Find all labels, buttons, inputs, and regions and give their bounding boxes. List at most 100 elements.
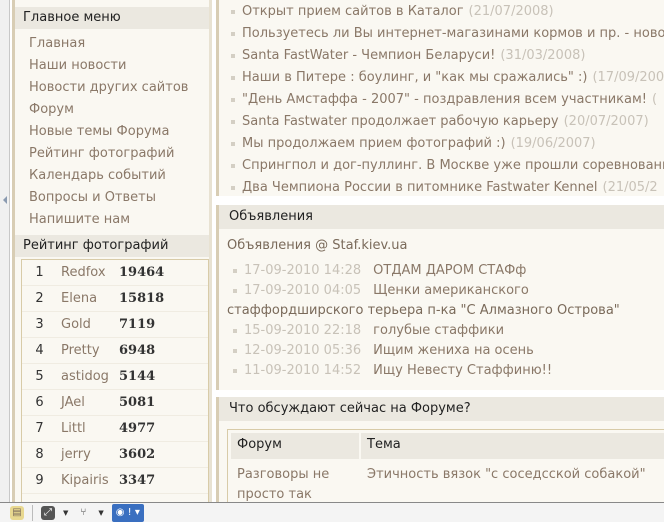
announcement-link[interactable]: ОТДАМ ДАРОМ СТАФф [373,263,527,278]
table-row: Разговоры не просто так Этичность вязок … [231,459,664,511]
announcement-date: 15-09-2010 22:18 [244,323,362,338]
menu-item-our-news[interactable]: Наши новости [29,58,127,73]
user-link[interactable]: Elena [61,291,98,306]
menu-item-other-news[interactable]: Новости других сайтов [29,80,189,95]
menu-item-new-topics[interactable]: Новые темы Форума [29,124,170,139]
main-content: Открыт прием сайтов в Каталог (21/07/2008… [216,0,664,511]
news-link[interactable]: Спрингпол и дог-пуллинг. В Москве уже пр… [242,158,664,173]
dropdown-arrow-icon[interactable]: ▼ [98,508,104,517]
announcement-link[interactable]: голубые стаффики [373,323,505,338]
menu-item-forum[interactable]: Форум [29,102,74,117]
announcement-link-continued[interactable]: стаффордширского терьера п-ка "С Алмазно… [227,303,620,318]
bullet-icon [233,288,237,293]
list-item: Два Чемпиона России в питомнике Fastwate… [219,177,664,199]
user-link[interactable]: Redfox [61,265,106,280]
news-date: (21/05/2 [602,180,658,195]
bullet-icon [233,368,237,373]
announcements-source[interactable]: Объявления @ Staf.kiev.ua [227,238,408,253]
list-item: 11-09-2010 14:52 Ищу Невесту Стаффиню!! [219,361,664,381]
user-link[interactable]: Pretty [61,343,100,358]
list-item: 15-09-2010 22:18 голубые стаффики [219,321,664,341]
news-list: Открыт прием сайтов в Каталог (21/07/2008… [216,0,664,196]
news-date: (31/03/2008) [500,48,586,63]
dropdown-arrow-icon[interactable]: ▼ [63,508,69,517]
topic-link[interactable]: Этичность вязок "с соседсской собакой" [367,467,646,482]
list-item: 17-09-2010 14:28 ОТДАМ ДАРОМ СТАФф [219,261,664,281]
sidebar: Главное меню Главная Наши новости Новост… [12,0,212,504]
announcement-date: 17-09-2010 04:05 [244,283,362,298]
rank: 9 [35,473,44,488]
announcement-link[interactable]: Щенки американского [373,283,529,298]
bullet-icon [231,185,235,190]
score: 3347 [119,473,156,488]
announcement-date: 17-09-2010 14:28 [244,263,362,278]
menu-item-contact[interactable]: Напишите нам [29,212,131,227]
news-link[interactable]: Пользуетесь ли Вы интернет-магазинами ко… [242,26,664,41]
news-link[interactable]: Два Чемпиона России в питомнике Fastwate… [242,180,598,195]
table-row: 9 Kipairis 3347 [22,468,208,494]
table-row: 1 Redfox 19464 [22,260,208,286]
announcement-link[interactable]: Ищим жениха на осень [373,343,534,358]
rating-table: 1 Redfox 19464 2 Elena 15818 3 Gold 7119 4 Pretty 6… [21,259,209,504]
forum-title: Что обсуждают сейчас на Форуме? [219,397,664,421]
collapse-arrow-icon[interactable] [3,196,7,204]
list-item: Наши в Питере : боулинг, и "как мы сража… [219,67,664,89]
list-item: 12-09-2010 05:36 Ищим жениха на осень [219,341,664,361]
user-link[interactable]: JAel [61,395,85,410]
rank: 1 [35,265,44,280]
bullet-icon [231,53,235,58]
announcements-panel: Объявления Объявления @ Staf.kiev.ua 17-… [216,205,664,390]
resize-icon[interactable]: ⤢ [41,505,55,520]
menu-item-home[interactable]: Главная [29,36,86,51]
announcement-date: 11-09-2010 14:52 [244,363,362,378]
user-link[interactable]: Littl [61,421,86,436]
list-item: "День Амстаффа - 2007" - поздравления вс… [219,89,664,111]
list-item: Открыт прием сайтов в Каталог (21/07/2008… [219,1,664,23]
news-date: (20/07/2007) [563,114,649,129]
list-item: 17-09-2010 04:05 Щенки американского [219,281,664,301]
score: 6948 [119,343,156,358]
news-link[interactable]: Мы продолжаем прием фотографий :) [242,136,506,151]
forum-name[interactable]: Разговоры не просто так [231,459,361,511]
score: 19464 [119,265,165,280]
user-link[interactable]: jerry [61,447,91,462]
news-date: ( [652,92,658,107]
news-link[interactable]: Наши в Питере : боулинг, и "как мы сража… [242,70,588,85]
menu-item-faq[interactable]: Вопросы и Ответы [29,190,157,205]
news-link[interactable]: Santa FastWater - Чемпион Беларуси! [242,48,496,63]
announcement-link[interactable]: Ищу Невесту Стаффиню!! [373,363,553,378]
user-link[interactable]: Kipairis [61,473,109,488]
rank: 8 [35,447,44,462]
list-item: Мы продолжаем прием фотографий :) (19/06/… [219,133,664,155]
col-forum: Форум [231,433,361,459]
compass-icon: ◉ ! ▾ [115,506,140,518]
menu-item-photo-rating[interactable]: Рейтинг фотографий [29,146,175,161]
table-row: 8 jerry 3602 [22,442,208,468]
user-link[interactable]: astidog [61,369,109,384]
menu-item-calendar[interactable]: Календарь событий [29,168,166,183]
fork-icon[interactable]: ⑂ [80,506,87,518]
score: 15818 [119,291,165,306]
main-menu: Главная Наши новости Новости других сайт… [15,29,209,235]
score: 7119 [119,317,156,332]
news-link[interactable]: "День Амстаффа - 2007" - поздравления вс… [242,92,648,107]
list-item: Santa FastWater - Чемпион Беларуси! (31/0… [219,45,664,67]
bullet-icon [231,141,235,146]
score: 3602 [119,447,156,462]
announcements-title: Объявления [219,205,664,229]
books-icon[interactable]: ▤ [10,505,24,520]
list-item: Santa Fastwater продолжает рабочую карье… [219,111,664,133]
news-link[interactable]: Santa Fastwater продолжает рабочую карье… [242,114,559,129]
table-row: 2 Elena 15818 [22,286,208,312]
main-menu-title: Главное меню [15,7,209,29]
news-link[interactable]: Открыт прием сайтов в Каталог [242,4,464,19]
bullet-icon [231,75,235,80]
taskbar: ▤ ⤢ ▼ ⑂ ▼ ◉ ! ▾ [0,502,664,522]
announcement-date: 12-09-2010 05:36 [244,343,362,358]
table-row: 3 Gold 7119 [22,312,208,338]
rank: 3 [35,317,44,332]
forum-panel: Что обсуждают сейчас на Форуме? Форум Те… [216,397,664,511]
user-link[interactable]: Gold [61,317,91,332]
bullet-icon [233,268,237,273]
compass-button[interactable]: ◉ ! ▾ [111,503,144,522]
